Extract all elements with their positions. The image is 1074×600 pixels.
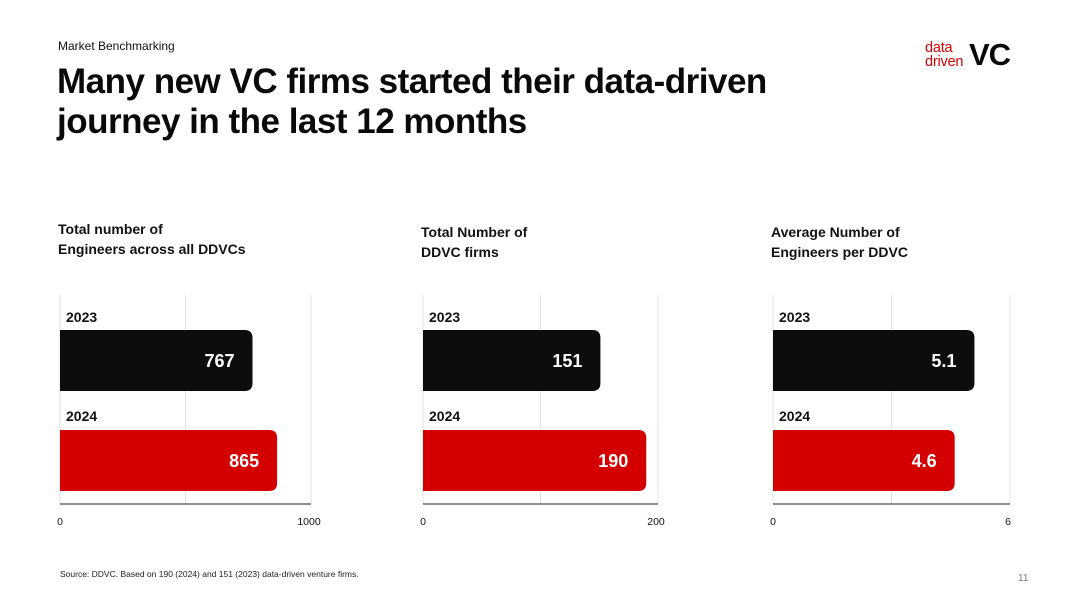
bar-2023 bbox=[773, 330, 975, 391]
bar-2023 bbox=[60, 330, 253, 391]
category-label-2024: 2024 bbox=[779, 408, 810, 424]
bar-2024 bbox=[423, 430, 647, 491]
chart-title-line: Engineers across all DDVCs bbox=[58, 241, 246, 257]
chart-title-line: Total number of bbox=[58, 221, 163, 237]
chart-title-line: DDVC firms bbox=[421, 244, 499, 260]
bar-value-label: 151 bbox=[552, 351, 582, 371]
category-label-2024: 2024 bbox=[66, 408, 97, 424]
bar-2024 bbox=[773, 430, 955, 491]
logo-word-data: data bbox=[925, 40, 953, 56]
brand-logo: data driven VC bbox=[925, 37, 1020, 74]
section-label: Market Benchmarking bbox=[58, 39, 175, 53]
bar-2023 bbox=[423, 330, 601, 391]
x-tick-label: 0 bbox=[57, 516, 63, 528]
bar-value-label: 190 bbox=[598, 451, 628, 471]
bar-2024 bbox=[60, 430, 278, 491]
x-tick-label: 6 bbox=[1005, 516, 1011, 528]
logo-word-driven: driven bbox=[925, 54, 964, 70]
chart-title-line: Average Number of bbox=[771, 224, 900, 240]
logo-mark-vc: VC bbox=[969, 37, 1011, 72]
page-title-line-2: journey in the last 12 months bbox=[57, 101, 527, 141]
page-number: 11 bbox=[1018, 573, 1029, 584]
chart-title-engineers-average: Average Number of Engineers per DDVC bbox=[771, 222, 908, 262]
source-note: Source: DDVC. Based on 190 (2024) and 15… bbox=[60, 569, 359, 579]
chart-title-engineers-total: Total number of Engineers across all DDV… bbox=[58, 219, 246, 259]
chart-title-line: Engineers per DDVC bbox=[771, 244, 908, 260]
bar-value-label: 865 bbox=[229, 451, 259, 471]
bar-value-label: 4.6 bbox=[912, 451, 937, 471]
bar-value-label: 5.1 bbox=[931, 351, 956, 371]
page-title-line-1: Many new VC firms started their data-dri… bbox=[57, 62, 767, 101]
category-label-2023: 2023 bbox=[779, 309, 810, 325]
x-tick-label: 0 bbox=[770, 516, 776, 528]
category-label-2023: 2023 bbox=[429, 309, 460, 325]
x-tick-label: 0 bbox=[420, 516, 426, 528]
chart-title-line: Total Number of bbox=[421, 224, 528, 240]
bar-value-label: 767 bbox=[204, 351, 234, 371]
x-tick-label: 1000 bbox=[297, 516, 321, 528]
category-label-2023: 2023 bbox=[66, 309, 97, 325]
x-tick-label: 200 bbox=[647, 516, 665, 528]
page-title: Many new VC firms started their data-dri… bbox=[57, 62, 877, 142]
category-label-2024: 2024 bbox=[429, 408, 460, 424]
chart-title-firms-total: Total Number of DDVC firms bbox=[421, 222, 527, 262]
